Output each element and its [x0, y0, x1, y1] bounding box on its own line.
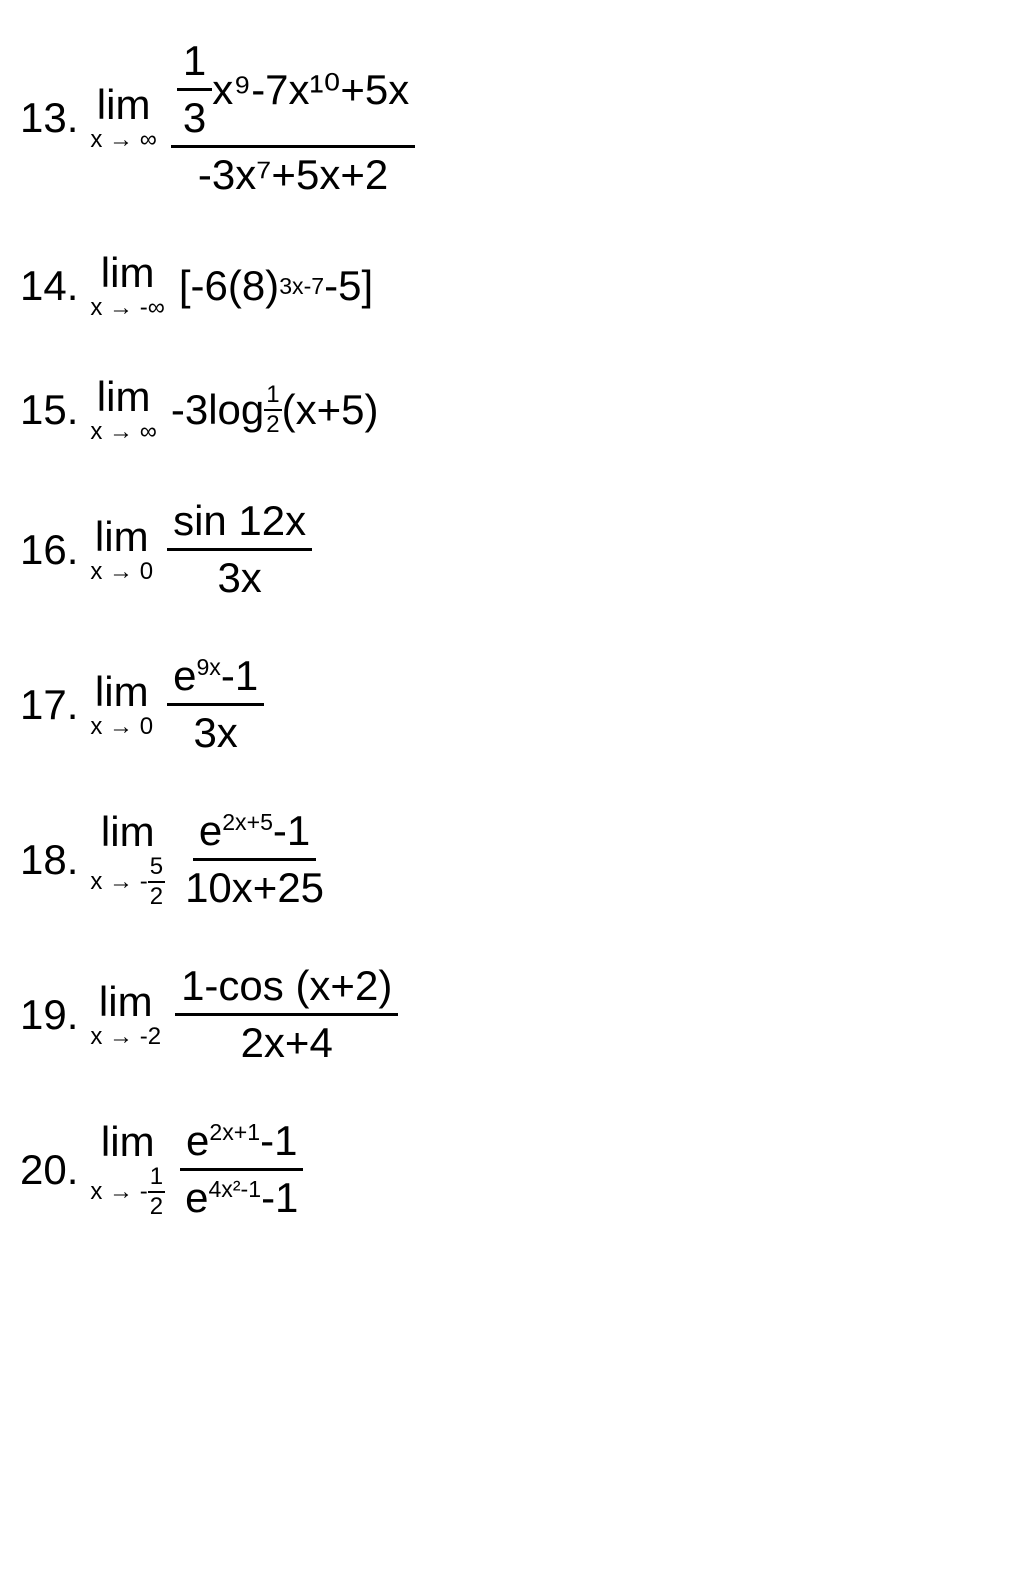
- problem-number: 15.: [20, 386, 78, 434]
- num-sup: 2x+5: [222, 809, 273, 835]
- expr-after: (x+5): [282, 386, 379, 434]
- problem-number: 17.: [20, 681, 78, 729]
- fraction: e2x+5-1 10x+25: [179, 810, 330, 909]
- lim-sub-frac-num: 5: [148, 855, 165, 883]
- lim-sub: x → 0: [90, 560, 153, 584]
- den-sup: 4x²-1: [208, 1176, 261, 1202]
- limit-notation: lim x → -∞: [90, 252, 164, 320]
- fraction-numerator: 1 3 x⁹-7x¹⁰+5x: [171, 40, 415, 148]
- problem-16: 16. lim x → 0 sin 12x 3x: [20, 500, 996, 599]
- fraction: 1 3 x⁹-7x¹⁰+5x -3x⁷+5x+2: [171, 40, 415, 196]
- log-base-num: 1: [264, 383, 281, 411]
- problem-number: 20.: [20, 1146, 78, 1194]
- fraction: 1-cos (x+2) 2x+4: [175, 965, 398, 1064]
- expression: [-6(8)3x-7-5]: [179, 262, 373, 310]
- fraction-denominator: 3x: [211, 551, 267, 599]
- problem-19: 19. lim x → -2 1-cos (x+2) 2x+4: [20, 965, 996, 1064]
- expr-before: [-6(8): [179, 262, 279, 310]
- lim-sub: x → -2: [90, 1025, 161, 1049]
- fraction: sin 12x 3x: [167, 500, 312, 599]
- problem-number: 13.: [20, 94, 78, 142]
- inner-fraction: 1 3: [177, 40, 212, 139]
- fraction-denominator: -3x⁷+5x+2: [192, 148, 394, 196]
- fraction-numerator: e2x+5-1: [193, 810, 316, 861]
- lim-text: lim: [97, 376, 151, 418]
- limit-notation: lim x → ∞: [90, 84, 156, 152]
- lim-text: lim: [95, 671, 149, 713]
- problem-13: 13. lim x → ∞ 1 3 x⁹-7x¹⁰+5x -3x⁷+5x+2: [20, 40, 996, 196]
- num-sup: 2x+1: [209, 1119, 260, 1145]
- inner-fraction-num: 1: [177, 40, 212, 91]
- lim-sub-frac-den: 2: [148, 883, 165, 909]
- lim-text: lim: [99, 981, 153, 1023]
- fraction: e2x+1-1 e4x²-1-1: [179, 1120, 304, 1219]
- fraction-numerator: e2x+1-1: [180, 1120, 303, 1171]
- lim-sub: x → - 5 2: [90, 855, 165, 909]
- problem-number: 14.: [20, 262, 78, 310]
- fraction-denominator: 2x+4: [235, 1016, 339, 1064]
- lim-sub: x → ∞: [90, 128, 156, 152]
- den-after: -1: [261, 1174, 298, 1221]
- fraction: e9x-1 3x: [167, 655, 264, 754]
- problem-17: 17. lim x → 0 e9x-1 3x: [20, 655, 996, 754]
- lim-text: lim: [97, 84, 151, 126]
- lim-sub-frac-den: 2: [148, 1193, 165, 1219]
- problem-number: 18.: [20, 836, 78, 884]
- problem-number: 19.: [20, 991, 78, 1039]
- limit-notation: lim x → - 5 2: [90, 811, 165, 909]
- lim-text: lim: [101, 811, 155, 853]
- lim-sub-frac-num: 1: [148, 1165, 165, 1193]
- den-before: e: [185, 1174, 208, 1221]
- lim-sub: x → -∞: [90, 296, 164, 320]
- lim-text: lim: [95, 516, 149, 558]
- num-sup: 9x: [196, 654, 220, 680]
- log-base-fraction: 1 2: [264, 383, 281, 437]
- inner-fraction-den: 3: [177, 91, 212, 139]
- num-before: e: [199, 807, 222, 854]
- limit-notation: lim x → ∞: [90, 376, 156, 444]
- num-after: -1: [260, 1117, 297, 1164]
- fraction-denominator: 3x: [187, 706, 243, 754]
- limit-notation: lim x → 0: [90, 671, 153, 739]
- fraction-numerator: e9x-1: [167, 655, 264, 706]
- lim-sub-before: x → -: [90, 1180, 147, 1204]
- lim-sub-before: x → -: [90, 870, 147, 894]
- num-before: e: [186, 1117, 209, 1164]
- num-after: -1: [221, 652, 258, 699]
- fraction-denominator: e4x²-1-1: [179, 1171, 304, 1219]
- expr-before: -3log: [171, 386, 264, 434]
- limit-notation: lim x → 0: [90, 516, 153, 584]
- problem-15: 15. lim x → ∞ -3log 1 2 (x+5): [20, 376, 996, 444]
- log-base-den: 2: [264, 411, 281, 437]
- lim-sub-fraction: 5 2: [148, 855, 165, 909]
- expr-after: -5]: [324, 262, 373, 310]
- lim-sub-fraction: 1 2: [148, 1165, 165, 1219]
- lim-sub: x → ∞: [90, 420, 156, 444]
- num-before: e: [173, 652, 196, 699]
- fraction-numerator: sin 12x: [167, 500, 312, 551]
- expression: -3log 1 2 (x+5): [171, 383, 379, 437]
- problem-number: 16.: [20, 526, 78, 574]
- lim-sub: x → - 1 2: [90, 1165, 165, 1219]
- fraction-denominator: 10x+25: [179, 861, 330, 909]
- numerator-rest: x⁹-7x¹⁰+5x: [212, 69, 409, 111]
- lim-text: lim: [101, 252, 155, 294]
- lim-text: lim: [101, 1121, 155, 1163]
- num-after: -1: [273, 807, 310, 854]
- limit-notation: lim x → -2: [90, 981, 161, 1049]
- limit-notation: lim x → - 1 2: [90, 1121, 165, 1219]
- problem-20: 20. lim x → - 1 2 e2x+1-1 e4x²-1-1: [20, 1120, 996, 1219]
- problem-14: 14. lim x → -∞ [-6(8)3x-7-5]: [20, 252, 996, 320]
- fraction-numerator: 1-cos (x+2): [175, 965, 398, 1016]
- problem-18: 18. lim x → - 5 2 e2x+5-1 10x+25: [20, 810, 996, 909]
- lim-sub: x → 0: [90, 715, 153, 739]
- page: 13. lim x → ∞ 1 3 x⁹-7x¹⁰+5x -3x⁷+5x+2 1…: [0, 0, 1016, 1295]
